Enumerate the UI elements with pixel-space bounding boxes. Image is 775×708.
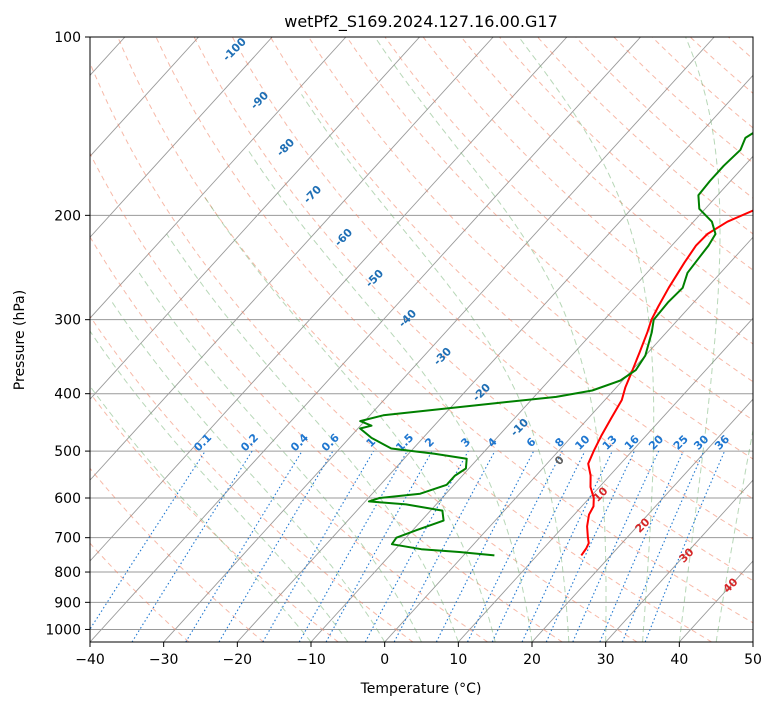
isotherm-line xyxy=(90,37,420,400)
moist-adiabat-line xyxy=(247,149,533,642)
dry-adiabat-line xyxy=(308,37,753,460)
mixing-ratio-line xyxy=(599,450,684,642)
dry-adiabat-line xyxy=(270,37,753,500)
isotherm-line xyxy=(310,155,753,642)
x-tick-label: 40 xyxy=(670,652,688,668)
x-tick-label: −40 xyxy=(75,652,105,668)
dry-adiabat-line xyxy=(460,37,753,308)
isotherm-line xyxy=(90,37,568,562)
mixing-ratio-line xyxy=(621,450,705,642)
isotherm-line xyxy=(90,37,641,642)
isotherm-line xyxy=(236,74,753,642)
dewpoint-profile-line xyxy=(359,131,753,557)
moist-adiabat-line xyxy=(301,94,570,642)
dry-adiabat-line xyxy=(231,37,753,540)
dry-adiabat-line xyxy=(346,37,753,421)
dry-adiabat-line xyxy=(575,37,753,199)
mixing-ratio-line xyxy=(467,450,563,642)
moist-adiabat-line xyxy=(203,195,496,642)
dry-adiabat-line xyxy=(90,467,264,642)
x-tick-label: −20 xyxy=(223,652,253,668)
moist-adiabat-line xyxy=(518,37,655,642)
mixing-ratio-line xyxy=(131,450,253,642)
dry-adiabat-line xyxy=(384,37,753,383)
plot-frame xyxy=(89,36,754,643)
dry-adiabat-line xyxy=(90,235,488,642)
dry-adiabat-line xyxy=(613,37,753,164)
y-tick-label: 200 xyxy=(54,208,81,224)
mixing-ratio-line xyxy=(572,450,660,642)
dry-adiabat-line xyxy=(90,315,414,642)
y-tick-label: 1000 xyxy=(45,622,81,638)
moist-adiabat-line xyxy=(90,330,349,642)
x-tick-label: 10 xyxy=(449,652,467,668)
dry-adiabat-line xyxy=(422,37,753,345)
chart-title: wetPf2_S169.2024.127.16.00.G17 xyxy=(284,12,558,32)
dry-adiabat-line xyxy=(193,37,753,582)
mixing-ratio-line xyxy=(298,450,408,642)
y-tick-label: 300 xyxy=(54,313,81,329)
x-tick-label: 50 xyxy=(744,652,762,668)
moist-adiabat-line xyxy=(374,37,607,642)
dry-adiabat-line xyxy=(537,37,753,235)
dry-adiabat-line xyxy=(90,152,563,642)
moist-adiabat-line xyxy=(715,427,753,642)
isotherm-line xyxy=(90,37,199,157)
y-tick-label: 100 xyxy=(54,30,81,46)
y-tick-label: 500 xyxy=(54,444,81,460)
y-tick-label: 800 xyxy=(54,565,81,581)
isotherm-line xyxy=(90,37,347,319)
mixing-ratio-line xyxy=(185,450,303,642)
y-axis-label: Pressure (hPa) xyxy=(12,290,28,390)
y-tick-label: 900 xyxy=(54,595,81,611)
mixing-ratio-line xyxy=(435,450,535,642)
dry-adiabat-line xyxy=(117,37,712,642)
moist-adiabat-line xyxy=(111,301,386,642)
moist-adiabat-line xyxy=(90,385,312,642)
dry-adiabat-line xyxy=(499,37,753,271)
x-axis-label: Temperature (°C) xyxy=(360,681,482,697)
moist-adiabat-line xyxy=(166,233,459,642)
isotherm-line xyxy=(531,398,753,642)
isotherm-line xyxy=(384,236,753,642)
y-axis: 100 200 300 400 500 600 700 800 900 1000 xyxy=(45,30,90,638)
temperature-profile-line xyxy=(580,209,753,556)
isotherm-line xyxy=(90,37,273,238)
y-tick-label: 400 xyxy=(54,387,81,403)
moist-adiabat-line xyxy=(678,37,721,642)
dry-adiabat-line xyxy=(90,61,638,642)
isotherm-line xyxy=(90,37,494,481)
isotherm-line xyxy=(457,317,753,642)
y-tick-label: 600 xyxy=(54,491,81,507)
mixing-ratio-line xyxy=(90,450,206,631)
x-tick-label: 20 xyxy=(523,652,541,668)
x-axis: −40 −30 −20 −10 0 10 20 30 40 50 xyxy=(75,642,762,668)
x-tick-label: −10 xyxy=(296,652,326,668)
mixing-ratio-line xyxy=(393,450,496,642)
x-tick-label: 0 xyxy=(380,652,389,668)
x-tick-label: −30 xyxy=(149,652,179,668)
isotherm-line xyxy=(605,479,753,642)
mixing-ratio-line xyxy=(644,450,726,642)
y-tick-label: 700 xyxy=(54,531,81,547)
x-tick-label: 30 xyxy=(597,652,615,668)
plot-area: 0.1 0.2 0.4 0.6 1 1.5 2 3 4 6 8 10 13 16 20 25 30 36-100-… xyxy=(90,37,753,642)
dry-adiabat-line xyxy=(155,37,753,624)
mixing-ratio-line xyxy=(364,450,469,642)
isotherm-line xyxy=(163,37,715,642)
